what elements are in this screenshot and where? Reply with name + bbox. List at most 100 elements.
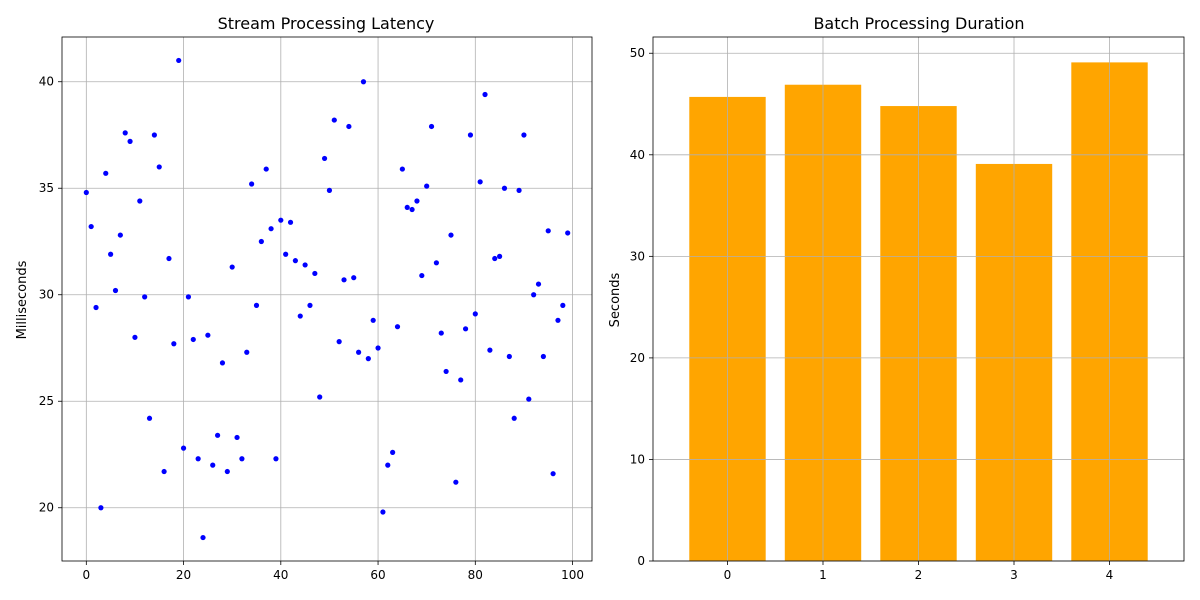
scatter-point (171, 341, 177, 347)
bar-x-tick-label: 3 (1010, 568, 1018, 582)
scatter-point (472, 311, 478, 317)
bar-x-tick-label: 2 (915, 568, 923, 582)
scatter-point (535, 281, 542, 287)
scatter-point (292, 258, 298, 264)
scatter-y-tick-label: 35 (39, 181, 54, 195)
scatter-x-tick-label: 0 (82, 568, 90, 582)
scatter-point (555, 317, 561, 323)
bar-axes-frame (652, 36, 1185, 562)
scatter-point (239, 456, 245, 462)
scatter-point (127, 138, 133, 144)
scatter-point (404, 204, 410, 211)
scatter-x-tick-label: 60 (370, 568, 385, 582)
scatter-point (501, 185, 508, 191)
scatter-point (258, 238, 264, 245)
scatter-point (146, 415, 153, 421)
scatter-x-tick-label: 40 (273, 568, 288, 582)
scatter-point (419, 272, 425, 279)
scatter-point (565, 230, 571, 236)
bar-y-tick-label: 10 (630, 452, 645, 466)
bar-x-tick-label: 1 (819, 568, 827, 582)
scatter-point (142, 294, 148, 300)
scatter-point (506, 353, 512, 360)
scatter-point (516, 187, 522, 193)
scatter-point (428, 123, 435, 130)
scatter-point (390, 449, 396, 455)
scatter-point (200, 534, 206, 541)
scatter-point (122, 130, 128, 136)
scatter-title: Stream Processing Latency (218, 14, 435, 33)
scatter-point (477, 179, 483, 185)
scatter-point (521, 132, 527, 138)
scatter-point (83, 189, 89, 196)
scatter-point (448, 232, 454, 238)
scatter-point (438, 330, 444, 336)
bar-y-tick-label: 30 (630, 249, 645, 263)
scatter-point (185, 294, 192, 300)
scatter-point (443, 368, 449, 375)
scatter-point (492, 255, 498, 262)
scatter-subplot: Stream Processing Latency Milliseconds 0… (15, 14, 593, 582)
scatter-point (103, 170, 109, 176)
scatter-point (375, 345, 381, 351)
scatter-point (351, 275, 357, 281)
scatter-x-tick-label: 20 (176, 568, 191, 582)
scatter-point (229, 264, 235, 270)
scatter-point (283, 251, 289, 257)
scatter-point (560, 302, 566, 308)
scatter-axes-frame (61, 36, 593, 562)
scatter-point (302, 262, 308, 268)
scatter-point (176, 57, 182, 64)
scatter-point (346, 123, 352, 130)
scatter-point (424, 183, 430, 189)
scatter-point (526, 396, 532, 402)
scatter-point (370, 317, 376, 323)
scatter-point (511, 415, 517, 421)
scatter-y-tick-label: 40 (39, 75, 54, 89)
scatter-point (234, 434, 240, 441)
scatter-point (409, 206, 415, 213)
scatter-point (467, 132, 474, 138)
scatter-point (540, 353, 546, 360)
scatter-point (273, 456, 279, 462)
scatter-point (399, 166, 405, 172)
bar-x-tick-label: 0 (724, 568, 732, 582)
scatter-point (219, 360, 226, 366)
bar-y-tick-label: 50 (630, 46, 645, 60)
scatter-point (93, 304, 99, 311)
scatter-point (326, 187, 333, 193)
scatter-point (137, 198, 143, 204)
scatter-point (531, 292, 537, 298)
bar-y-axis-label: Seconds (608, 272, 623, 327)
scatter-y-tick-label: 25 (39, 394, 54, 408)
scatter-point (224, 468, 230, 475)
scatter-point (214, 432, 221, 438)
bar-y-tick-label: 20 (630, 351, 645, 365)
scatter-point (132, 334, 138, 340)
scatter-y-tick-label: 20 (39, 501, 54, 515)
scatter-points (83, 57, 571, 541)
scatter-point (268, 226, 274, 232)
scatter-point (360, 79, 367, 85)
scatter-point (482, 91, 488, 98)
scatter-gridlines (62, 37, 592, 561)
scatter-point (341, 277, 347, 283)
scatter-x-tick-label: 100 (561, 568, 584, 582)
scatter-point (394, 324, 401, 330)
scatter-point (462, 326, 469, 332)
scatter-point (287, 219, 294, 225)
bar-y-tick-label: 0 (637, 554, 645, 568)
scatter-point (545, 228, 551, 234)
scatter-point (356, 349, 362, 355)
scatter-point (458, 377, 464, 383)
scatter-point (180, 445, 187, 451)
bar-title: Batch Processing Duration (813, 14, 1024, 33)
scatter-point (195, 456, 201, 462)
scatter-point (205, 332, 211, 338)
scatter-point (414, 198, 420, 204)
scatter-point (312, 270, 318, 277)
scatter-point (317, 394, 323, 400)
scatter-y-tick-label: 30 (39, 288, 54, 302)
